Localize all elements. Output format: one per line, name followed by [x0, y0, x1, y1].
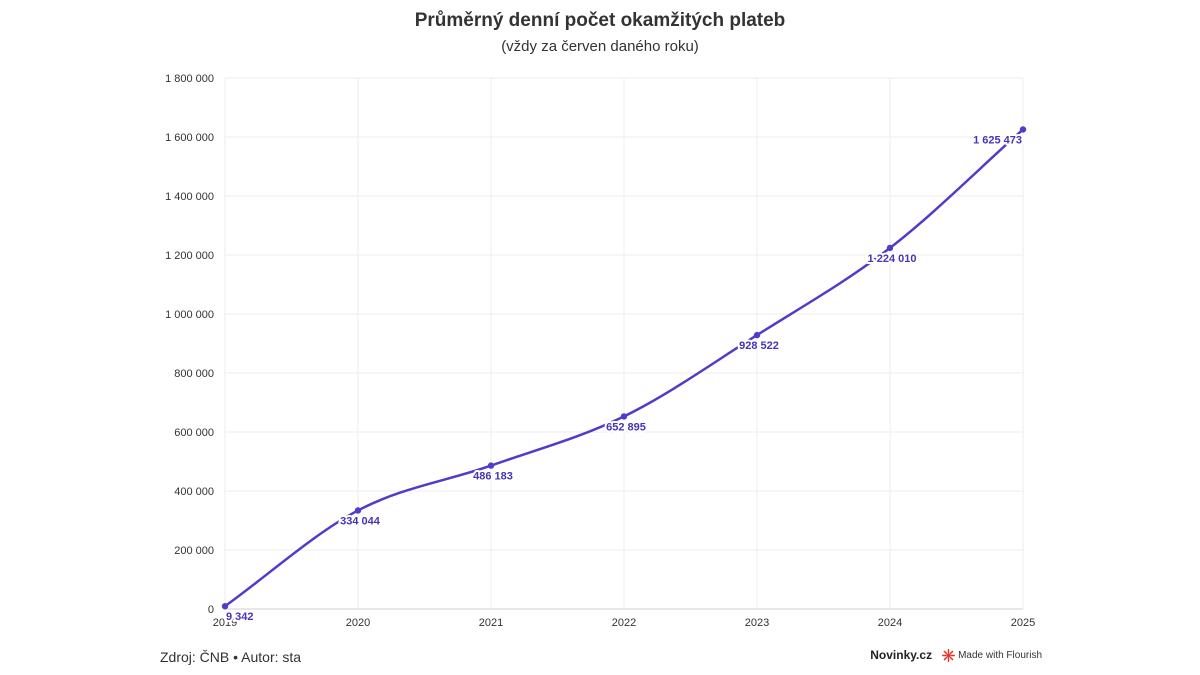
- data-point[interactable]: [221, 603, 229, 610]
- flourish-label: Made with Flourish: [958, 649, 1042, 661]
- y-tick-label: 200 000: [174, 545, 214, 557]
- data-label-halo: 334 044: [340, 515, 381, 527]
- chart-title: Průměrný denní počet okamžitých plateb: [414, 10, 786, 31]
- data-point[interactable]: [1019, 126, 1027, 133]
- data-label-halo: 928 522: [739, 340, 779, 352]
- x-tick-label: 2019: [213, 617, 237, 629]
- data-label-halo: 1 625 473: [973, 134, 1022, 146]
- x-tick-label: 2023: [745, 617, 769, 629]
- x-tick-label: 2024: [878, 617, 902, 629]
- x-tick-label: 2021: [479, 617, 503, 629]
- footer-branding: Novinky.cz Made with Flourish: [870, 648, 1042, 662]
- data-label: 652 895: [606, 421, 646, 433]
- x-tick-label: 2025: [1011, 617, 1035, 629]
- y-tick-label: 600 000: [174, 427, 214, 439]
- flourish-icon: [942, 648, 956, 662]
- y-tick-label: 1 200 000: [165, 250, 214, 262]
- data-label: 9 342: [226, 611, 254, 623]
- y-tick-label: 1 600 000: [165, 132, 214, 144]
- data-point[interactable]: [620, 413, 628, 420]
- data-label: 1 224 010: [868, 253, 917, 265]
- data-label: 1 625 473: [973, 134, 1022, 146]
- data-label-halo: 486 183: [473, 471, 513, 483]
- y-tick-label: 1 800 000: [165, 73, 214, 85]
- data-point[interactable]: [354, 507, 362, 514]
- data-point[interactable]: [886, 244, 894, 252]
- data-label-halo: 1 224 010: [868, 253, 917, 265]
- y-axis: 0 200 000 400 000 600 000 800 000 1 000 000 1 …: [165, 73, 214, 616]
- data-label-halo: 652 895: [606, 421, 646, 433]
- data-point[interactable]: [753, 331, 761, 339]
- y-tick-label: 1 400 000: [165, 191, 214, 203]
- data-label: 928 522: [739, 340, 779, 352]
- x-axis: 2019 2020 2021 2022 2023 2024 2025: [213, 617, 1035, 629]
- data-point[interactable]: [487, 462, 495, 469]
- data-label: 486 183: [473, 471, 513, 483]
- x-tick-label: 2020: [346, 617, 370, 629]
- flourish-credit[interactable]: Made with Flourish: [942, 648, 1042, 662]
- y-tick-label: 800 000: [174, 368, 214, 380]
- chart-subtitle: (vždy za červen daného roku): [501, 38, 699, 55]
- brand-logo[interactable]: Novinky.cz: [870, 648, 933, 662]
- y-tick-label: 400 000: [174, 486, 214, 498]
- y-tick-label: 0: [208, 604, 214, 616]
- data-label-halo: 9 342: [226, 611, 254, 623]
- y-tick-label: 1 000 000: [165, 309, 214, 321]
- data-label: 334 044: [340, 515, 381, 527]
- x-tick-label: 2022: [612, 617, 636, 629]
- source-note: Zdroj: ČNB • Autor: sta: [160, 649, 302, 665]
- data-points: [221, 126, 1027, 610]
- grid-lines: [224, 77, 1024, 610]
